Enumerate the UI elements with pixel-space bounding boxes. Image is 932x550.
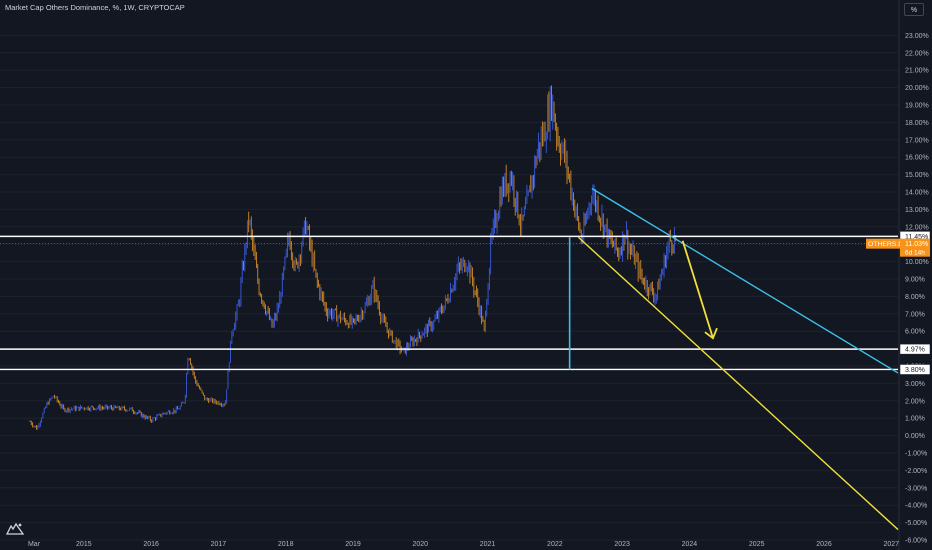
y-tick-label: 19.00% [905, 103, 929, 110]
drawings [0, 187, 899, 531]
y-tick-label: -4.00% [905, 503, 927, 510]
x-tick-label: 2021 [480, 541, 496, 548]
y-tick-label: 17.00% [905, 137, 929, 144]
x-tick-label: 2020 [412, 541, 428, 548]
symbol-badge [866, 238, 900, 249]
price-axis[interactable]: 23.00% 22.00% 21.00% 20.00% 19.00% 18.00% 17.0… [905, 33, 929, 545]
y-tick-label: 9.00% [905, 277, 925, 284]
y-tick-label: 0.00% [905, 433, 925, 440]
y-tick-label: 1.00% [905, 416, 925, 423]
x-tick-label: 2015 [76, 541, 92, 548]
price-badges: 11.45% 4.97% 3.80% OTHERS.D 11.03% 6d 14h [866, 231, 931, 375]
y-tick-label: 14.00% [905, 190, 929, 197]
x-tick-label: 2025 [749, 541, 765, 548]
current-price-label: 11.03% [905, 241, 928, 248]
x-tick-label: 2018 [278, 541, 294, 548]
price-level-label: 11.45% [905, 234, 928, 241]
x-tick-label: 2027 [883, 541, 899, 548]
projection-arrow-icon [681, 240, 714, 339]
y-tick-label: 3.00% [905, 381, 925, 388]
y-tick-label: 18.00% [905, 120, 929, 127]
y-tick-label: 12.00% [905, 224, 929, 231]
percent-scale-button[interactable]: % [904, 3, 924, 16]
x-tick-label: Mar [28, 541, 41, 548]
y-tick-label: 2.00% [905, 398, 925, 405]
y-tick-label: -2.00% [905, 468, 927, 475]
descending-resistance-line [591, 187, 899, 374]
y-tick-label: 13.00% [905, 207, 929, 214]
price-level-badge [899, 343, 931, 355]
x-tick-label: 2017 [211, 541, 227, 548]
price-level-label: 4.97% [905, 347, 925, 354]
x-tick-label: 2022 [547, 541, 563, 548]
tradingview-logo-icon [5, 522, 25, 535]
y-tick-label: 23.00% [905, 33, 929, 40]
symbol-label: OTHERS.D [868, 241, 903, 248]
y-tick-label: -6.00% [905, 538, 927, 545]
descending-support-line [577, 236, 899, 531]
y-tick-label: 22.00% [905, 50, 929, 57]
y-tick-label: 20.00% [905, 85, 929, 92]
y-tick-label: -3.00% [905, 485, 927, 492]
countdown-label: 6d 14h [905, 250, 925, 257]
time-axis[interactable]: Mar 2015 2016 2017 2018 2019 2020 2021 2022 2023 2… [28, 541, 899, 548]
y-tick-label: -5.00% [905, 520, 927, 527]
arrow-head-icon [704, 327, 718, 340]
y-tick-label: 21.00% [905, 68, 929, 75]
x-tick-label: 2026 [816, 541, 832, 548]
y-tick-label: 10.00% [905, 259, 929, 266]
price-level-label: 3.80% [905, 367, 925, 374]
y-tick-label: 16.00% [905, 155, 929, 162]
y-tick-label: 15.00% [905, 172, 929, 179]
x-tick-label: 2019 [345, 541, 361, 548]
current-price-badge [900, 238, 930, 257]
y-tick-label: 6.00% [905, 329, 925, 336]
x-tick-label: 2023 [614, 541, 630, 548]
y-tick-label: 7.00% [905, 311, 925, 318]
chart-title: Market Cap Others Dominance, %, 1W, CRYP… [5, 3, 185, 12]
candlestick-series [29, 85, 677, 430]
x-tick-label: 2016 [143, 541, 159, 548]
y-tick-label: -1.00% [905, 451, 927, 458]
y-tick-label: 8.00% [905, 294, 925, 301]
x-tick-label: 2024 [682, 541, 698, 548]
price-level-badge [899, 364, 931, 375]
